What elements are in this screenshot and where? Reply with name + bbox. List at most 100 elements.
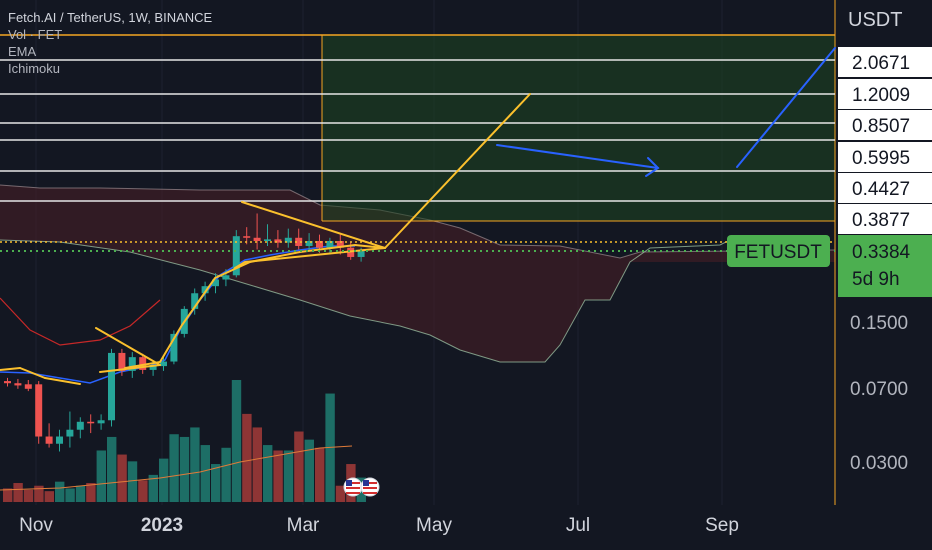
volume-bar [179, 436, 190, 502]
volume-bar [44, 491, 54, 502]
time-labels: Nov 2023 Mar May Jul Sep [19, 515, 739, 536]
time-label: Mar [287, 515, 320, 536]
volume-bar [75, 485, 86, 502]
volume-bar [190, 427, 200, 502]
time-label: Jul [566, 515, 590, 536]
candle [24, 380, 32, 392]
candle [76, 417, 84, 439]
volume-bar [252, 427, 262, 502]
price-label: 0.5995 [838, 142, 932, 172]
volume-bar [231, 380, 242, 502]
candle [35, 381, 43, 444]
candle [108, 348, 115, 427]
volume-bar [200, 445, 210, 502]
price-label: 0.3877 [838, 204, 932, 234]
time-label: 2023 [141, 515, 183, 536]
price-label-text: 0.8507 [852, 116, 910, 137]
price-label-text: 0.3877 [852, 210, 910, 231]
price-label: 0.1500 [850, 313, 908, 334]
candle [336, 234, 344, 255]
resistance-levels [0, 59, 835, 202]
volume-bar [242, 413, 252, 502]
candle [264, 224, 271, 246]
price-label-text: 0.1500 [850, 313, 908, 334]
us-flag-icon[interactable] [343, 477, 363, 497]
price-label: 0.8507 [838, 110, 932, 140]
candle [4, 377, 11, 387]
symbol-badge[interactable]: FETUSDT [727, 235, 830, 267]
arrow-line-1 [496, 144, 659, 169]
candle [45, 423, 53, 448]
volume-bar [3, 488, 13, 502]
price-label: 0.0300 [850, 453, 908, 474]
volume-bar [138, 480, 148, 502]
candle [14, 378, 22, 389]
candle [305, 233, 313, 252]
candle [87, 414, 95, 434]
volume-bar [169, 434, 179, 502]
price-label-text: 2.0671 [852, 53, 910, 74]
pattern-trendlines [0, 93, 531, 385]
price-label-text: 0.0300 [850, 453, 908, 474]
price-label: 0.3384 5d 9h [838, 235, 932, 297]
arrow-head-icon [645, 157, 660, 177]
volume-bar [86, 483, 96, 502]
time-axis[interactable] [0, 505, 932, 550]
candle [66, 411, 74, 448]
price-label-text: 0.4427 [852, 179, 910, 200]
volume-ma [0, 445, 353, 491]
volume-bar [335, 485, 346, 502]
volume-bar [315, 447, 325, 502]
candle [232, 230, 240, 278]
symbol-badge-text: FETUSDT [734, 242, 822, 263]
price-label: 0.0700 [850, 379, 908, 400]
time-label: Nov [19, 515, 53, 536]
volume-bar [159, 458, 169, 502]
volume-bar [107, 436, 117, 502]
price-label-text: 0.5995 [852, 148, 910, 169]
volume-bar [283, 450, 294, 502]
currency-label: USDT [848, 9, 902, 31]
candle [160, 357, 167, 371]
candle [326, 237, 334, 255]
indicator-ichimoku[interactable]: Ichimoku [8, 61, 61, 76]
indicator-ema[interactable]: EMA [8, 44, 37, 59]
candles [4, 213, 365, 452]
candle [191, 288, 199, 315]
volume-bar [263, 445, 273, 502]
target-zone[interactable] [322, 35, 835, 221]
volume-bar [304, 439, 314, 502]
volume-bar [65, 488, 75, 502]
price-label-text: 1.2009 [852, 85, 910, 106]
volume-bar [34, 485, 44, 502]
price-label: 1.2009 [838, 79, 932, 109]
chart-title[interactable]: Fetch.AI / TetherUS, 1W, BINANCE [8, 10, 213, 25]
arrow-annotations [496, 47, 836, 177]
volume-bar [294, 431, 304, 502]
volume-bar [127, 461, 138, 502]
volume-bar [148, 474, 158, 502]
volume-bar [273, 450, 283, 502]
countdown-label: 5d 9h [852, 269, 900, 290]
volume-bar [23, 489, 34, 502]
price-label: 2.0671 [838, 47, 932, 77]
chart-legend: Fetch.AI / TetherUS, 1W, BINANCE Vol · F… [8, 9, 212, 77]
us-flag-icon[interactable] [360, 477, 380, 497]
candle [274, 230, 282, 248]
indicator-volume[interactable]: Vol · FET [8, 27, 63, 42]
candle [97, 414, 105, 430]
volume-bar [117, 454, 127, 502]
price-label-text: 0.0700 [850, 379, 908, 400]
price-labels: 2.0671 1.2009 0.8507 0.5995 0.4427 0.3877 0.33… [838, 47, 932, 474]
candle [212, 273, 219, 294]
candle [118, 348, 126, 376]
candle [56, 429, 63, 452]
volume-bar [13, 483, 23, 502]
volume-bar [221, 447, 231, 502]
candle [139, 353, 147, 374]
candle [295, 228, 303, 250]
price-label: 0.4427 [838, 173, 932, 203]
time-label: May [416, 515, 452, 536]
volume-bar [55, 481, 65, 502]
